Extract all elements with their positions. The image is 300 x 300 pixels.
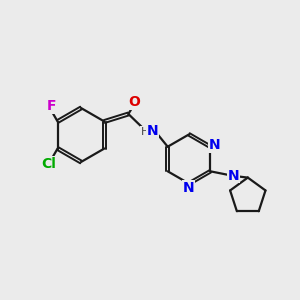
Text: N: N <box>147 124 159 138</box>
Text: N: N <box>209 138 220 152</box>
Text: H: H <box>141 127 149 137</box>
Text: N: N <box>228 169 239 183</box>
Text: O: O <box>128 95 140 109</box>
Text: F: F <box>46 99 56 113</box>
Text: Cl: Cl <box>41 157 56 171</box>
Text: N: N <box>183 181 194 195</box>
